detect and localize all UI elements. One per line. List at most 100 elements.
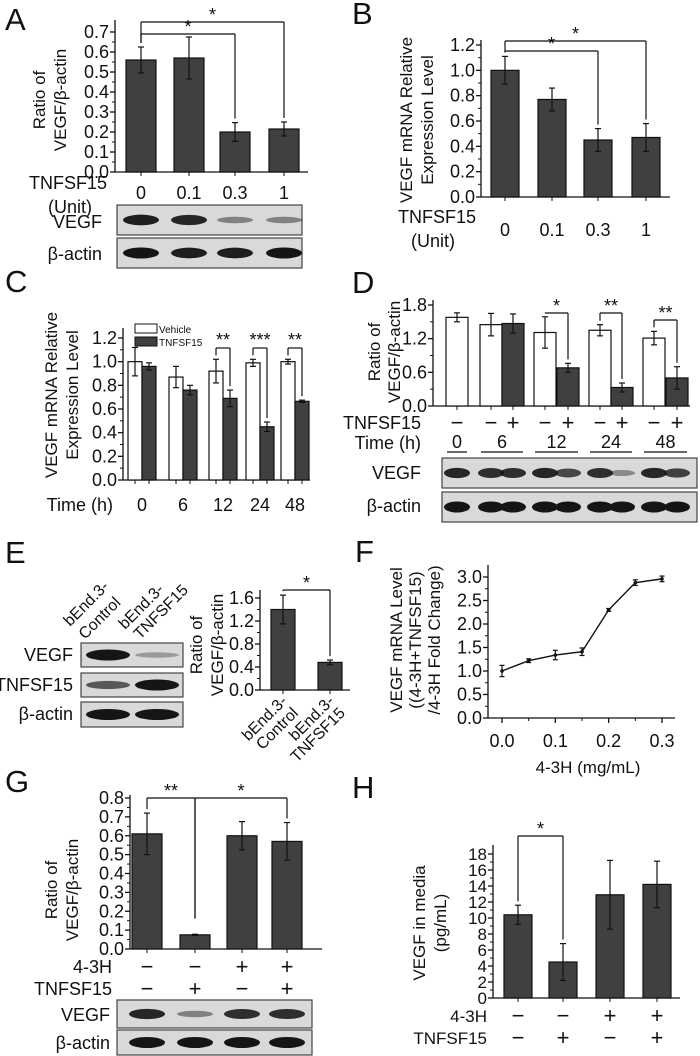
blot-band xyxy=(86,709,130,720)
treatment-sign: + xyxy=(236,954,249,979)
blot-band xyxy=(177,1010,213,1018)
treatment-sign: − xyxy=(539,410,552,435)
bar xyxy=(445,316,469,407)
y-tick-label: 1.2 xyxy=(450,35,475,55)
blot-band xyxy=(86,649,130,661)
blot-band xyxy=(217,247,253,259)
y-tick-label: 0.3 xyxy=(99,882,124,902)
blot-band xyxy=(532,467,558,479)
treatment-sign: + xyxy=(651,1003,664,1028)
significance-marker: ** xyxy=(604,296,618,316)
significance-marker: * xyxy=(537,819,544,839)
western-blot xyxy=(116,237,303,269)
data-point xyxy=(606,608,611,612)
y-tick-label: 0.0 xyxy=(450,187,475,207)
treatment-sign: − xyxy=(451,410,464,435)
y-tick-label: 14 xyxy=(468,877,487,896)
bar xyxy=(179,934,211,950)
blot-band xyxy=(266,216,302,224)
blot-band xyxy=(555,468,581,478)
treatment-sign: − xyxy=(648,410,661,435)
x-row-label: Time (h) xyxy=(355,433,421,453)
bar xyxy=(556,367,580,407)
x-axis-label: 4-3H (mg/mL) xyxy=(536,758,641,777)
bar xyxy=(642,337,666,407)
y-tick-label: 18 xyxy=(468,845,487,864)
y-tick-label: 6 xyxy=(478,941,487,960)
y-axis-label: VEGF mRNA Relative xyxy=(397,37,416,203)
y-tick-label: 0.8 xyxy=(92,375,117,395)
y-tick-label: 0.1 xyxy=(99,920,124,940)
bar xyxy=(125,59,157,173)
y-tick-label: 0.2 xyxy=(84,122,109,142)
treatment-sign: − xyxy=(141,954,154,979)
western-blot xyxy=(80,701,184,728)
blot-band xyxy=(171,247,207,259)
y-axis-label: VEGF mRNA Level xyxy=(387,567,406,713)
y-tick-label: 0.2 xyxy=(450,162,475,182)
significance-marker: * xyxy=(237,781,244,801)
treatment-sign: − xyxy=(141,976,154,1001)
treatment-sign: + xyxy=(189,976,202,1001)
y-tick-label: 0.0 xyxy=(457,708,482,728)
blot-band xyxy=(135,709,179,720)
significance-marker: ** xyxy=(658,303,672,323)
panel-letter: H xyxy=(352,770,374,805)
y-tick-label: 3.0 xyxy=(457,567,482,587)
data-line xyxy=(501,578,663,672)
x-row-label: TNFSF15 xyxy=(29,173,107,193)
y-tick-label: 10 xyxy=(468,909,487,928)
blot-band xyxy=(444,467,470,479)
data-point xyxy=(580,649,584,654)
y-tick-label: 0.5 xyxy=(84,62,109,82)
bar-tnfsf15 xyxy=(141,365,157,481)
panel-letter: E xyxy=(5,535,26,570)
y-tick-label: 0.7 xyxy=(84,22,109,42)
blot-label: TNFSF15 xyxy=(0,675,73,695)
y-tick-label: 1.0 xyxy=(457,661,482,681)
treatment-sign: − xyxy=(189,954,202,979)
x-category-label: 0.3 xyxy=(222,183,247,203)
blot-band xyxy=(478,468,504,478)
x-category-label: 0 xyxy=(136,183,146,203)
x-category-label: 0.3 xyxy=(585,220,610,240)
x-row-label: 4-3H xyxy=(73,957,112,977)
time-group-label: 0 xyxy=(452,432,462,452)
x-row-label: 4-3H xyxy=(450,1007,487,1026)
x-tick-label: 0.3 xyxy=(649,731,674,751)
blot-band xyxy=(555,501,581,513)
blot-band xyxy=(587,468,613,478)
y-axis-label: /4-3H Fold Change) xyxy=(425,565,444,714)
x-tick-label: 0.2 xyxy=(596,731,621,751)
y-axis-label: Ratio of xyxy=(30,70,49,129)
blot-band xyxy=(129,1037,165,1048)
blot-band xyxy=(171,214,207,226)
x-category-label: 0.1 xyxy=(176,183,201,203)
x-category-label: 0 xyxy=(500,220,510,240)
treatment-sign: + xyxy=(281,976,294,1001)
blot-label: VEGF xyxy=(61,1005,110,1025)
blot-band xyxy=(123,214,159,226)
western-blot xyxy=(116,204,303,236)
western-blot xyxy=(116,999,313,1029)
bar xyxy=(503,914,533,999)
bar-vehicle xyxy=(168,376,184,481)
panel-letter: A xyxy=(5,2,26,37)
y-tick-label: 0.0 xyxy=(84,162,109,182)
x-tick-label: 0.1 xyxy=(543,731,568,751)
treatment-sign: − xyxy=(557,1003,570,1028)
blot-band xyxy=(500,468,526,478)
treatment-sign: + xyxy=(604,1003,617,1028)
significance-marker: * xyxy=(184,17,191,37)
blot-band xyxy=(224,1037,260,1048)
bar xyxy=(173,57,205,173)
bar xyxy=(588,329,612,407)
x-row-label: (Unit) xyxy=(48,197,92,217)
x-row-label: TNFSF15 xyxy=(343,413,421,433)
y-tick-label: 0 xyxy=(478,989,487,1008)
data-point xyxy=(500,669,504,673)
y-tick-label: 0.0 xyxy=(229,680,254,700)
y-tick-label: 1.6 xyxy=(229,588,254,608)
treatment-sign: − xyxy=(485,410,498,435)
